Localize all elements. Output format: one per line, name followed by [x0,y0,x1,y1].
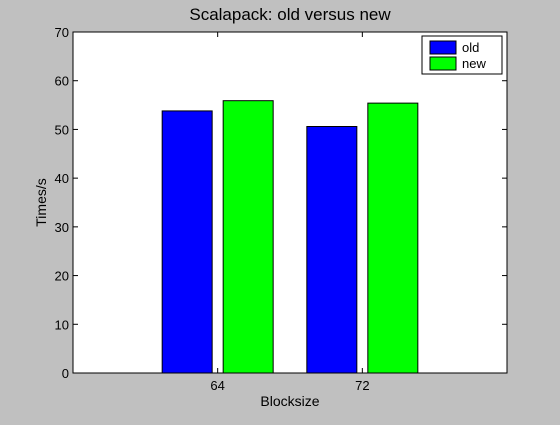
bar-old-64 [161,110,213,374]
y-tick-label: 10 [55,317,69,332]
x-axis-label: Blocksize [260,393,319,409]
x-tick-label: 72 [355,378,369,393]
bar-new-64 [222,100,274,374]
legend-label-new: new [462,56,486,71]
bar-new-72 [367,102,419,374]
legend-swatch-new [429,56,457,71]
plot-area [72,31,508,374]
y-axis-label: Times/s [33,178,49,226]
legend-label-old: old [462,40,479,55]
y-tick-label: 30 [55,220,69,235]
legend-swatch-old [429,40,457,55]
x-tick-label: 64 [210,378,224,393]
y-tick-label: 0 [62,366,69,381]
bar-old-72 [306,126,358,374]
y-axis-ticks: 0 10 20 30 40 50 60 70 [55,25,507,381]
y-tick-label: 20 [55,269,69,284]
x-axis-ticks: 64 72 [210,32,370,393]
chart-title: Scalapack: old versus new [189,5,391,24]
y-tick-label: 60 [55,74,69,89]
y-tick-label: 40 [55,171,69,186]
bars-group [161,100,419,374]
y-tick-label: 50 [55,122,69,137]
y-tick-label: 70 [55,25,69,40]
